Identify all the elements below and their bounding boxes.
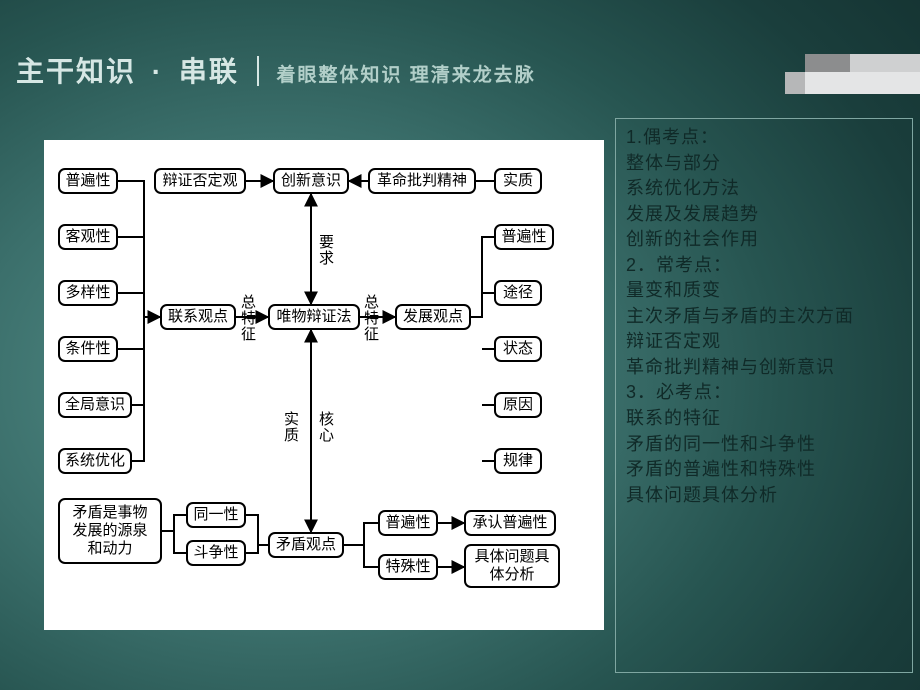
edge-mdsw-tyx [162,515,186,531]
edge-qjys-lxgd [132,317,144,405]
node-pbx: 普遍性 [58,168,118,194]
edge-dyx-lxgd [118,293,144,317]
node-jtwt: 具体问题具 体分析 [464,544,560,588]
section-item: 矛盾的同一性和斗争性 [626,432,912,458]
edge-mdgd-tsx [364,545,378,567]
edge-pbx-lxgd [118,181,160,317]
node-cxys: 创新意识 [273,168,349,194]
node-pbx2: 普遍性 [494,224,554,250]
node-kgx: 客观性 [58,224,118,250]
node-yy: 原因 [494,392,542,418]
corner-decoration [785,54,920,94]
node-wwbzf: 唯物辩证法 [268,304,360,330]
header-band: 主干知识 · 串联 着眼整体知识 理清来龙去脉 [0,54,920,94]
node-tjx: 条件性 [58,336,118,362]
node-gmpp: 革命批判精神 [368,168,476,194]
section-heading: 2．常考点： [626,253,912,279]
section-item: 系统优化方法 [626,176,912,202]
edge-label: 总 特 征 [241,295,256,342]
section-item: 主次矛盾与矛盾的主次方面 [626,304,912,330]
edge-label: 实 质 [284,412,299,444]
section-heading: 3．必考点： [626,380,912,406]
title-dot: · [146,56,169,87]
section-heading: 1.偶考点： [626,125,912,151]
title-right: 串联 [179,56,239,87]
node-mdsw: 矛盾是事物 发展的源泉 和动力 [58,498,162,564]
node-zt: 状态 [494,336,542,362]
node-fzgd: 发展观点 [395,304,471,330]
edge-tjx-lxgd [118,317,144,349]
node-gl: 规律 [494,448,542,474]
node-tsx: 特殊性 [378,554,438,580]
node-sz: 实质 [494,168,542,194]
node-mdgd: 矛盾观点 [268,532,344,558]
section-item: 量变和质变 [626,278,912,304]
section-item: 创新的社会作用 [626,227,912,253]
subtitle: 着眼整体知识 理清来龙去脉 [276,65,535,86]
node-crpbx: 承认普遍性 [464,510,556,536]
edge-mdsw-dzx [174,531,186,553]
edge-label: 总 特 征 [364,295,379,342]
node-dyx: 多样性 [58,280,118,306]
edge-label: 核 心 [319,412,334,444]
title-divider [257,56,259,86]
edge-tyx-mdgd [246,515,268,545]
section-item: 革命批判精神与创新意识 [626,355,912,381]
section-item: 辩证否定观 [626,329,912,355]
section-item: 发展及发展趋势 [626,202,912,228]
section-item: 联系的特征 [626,406,912,432]
edge-kgx-lxgd [118,237,144,317]
exam-points-panel: 1.偶考点：整体与部分系统优化方法发展及发展趋势创新的社会作用2．常考点：量变和… [615,118,913,673]
node-pbx3: 普遍性 [378,510,438,536]
edge-dzx-mdgd [246,545,258,553]
section-item: 整体与部分 [626,151,912,177]
section-item: 矛盾的普遍性和特殊性 [626,457,912,483]
node-bzfdg: 辩证否定观 [154,168,246,194]
edge-xtyh-lxgd [132,317,144,461]
title-left: 主干知识 [16,56,136,87]
node-tj: 途径 [494,280,542,306]
concept-diagram: 普遍性客观性多样性条件性全局意识系统优化矛盾是事物 发展的源泉 和动力辩证否定观… [44,140,604,630]
node-qjys: 全局意识 [58,392,132,418]
edge-mdgd-pbx3 [344,523,378,545]
node-xtyh: 系统优化 [58,448,132,474]
edge-fzgd-pbx2 [471,237,494,317]
edge-label: 要 求 [319,235,334,267]
node-lxgd: 联系观点 [160,304,236,330]
node-dzx: 斗争性 [186,540,246,566]
title-main: 主干知识 · 串联 着眼整体知识 理清来龙去脉 [16,50,536,90]
section-item: 具体问题具体分析 [626,483,912,509]
node-tyx: 同一性 [186,502,246,528]
